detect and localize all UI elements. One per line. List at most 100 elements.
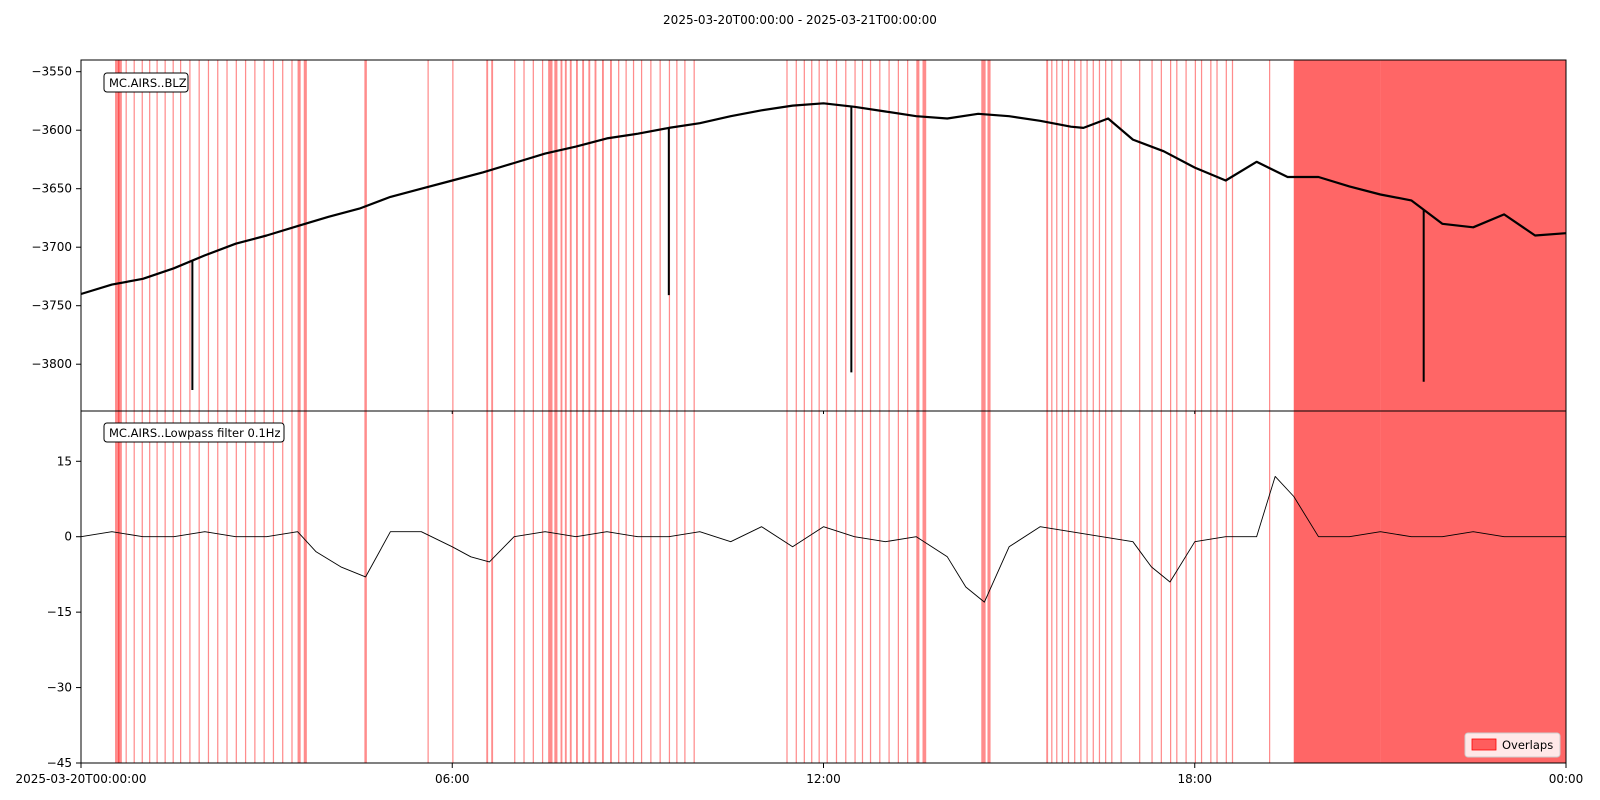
overlap-band [207, 411, 210, 763]
overlap-band [1111, 60, 1113, 411]
overlap-band [1210, 411, 1212, 763]
overlap-band [1120, 60, 1122, 411]
overlap-band [861, 60, 864, 411]
overlap-band [217, 60, 219, 411]
overlap-band [1120, 411, 1122, 763]
overlap-band [1074, 411, 1076, 763]
overlap-band [795, 60, 797, 411]
overlap-band [1200, 60, 1203, 411]
overlap-band [826, 411, 828, 763]
x-axis: 2025-03-20T00:00:00 06:00 12:00 18:00 00:00 [16, 411, 1584, 786]
overlap-band [610, 60, 612, 411]
overlap-band [141, 60, 143, 411]
overlap-band [1151, 60, 1153, 411]
overlap-band [907, 411, 909, 763]
overlap-band [226, 411, 228, 763]
y-axis-bottom: 15 0 −15 −30 −45 [47, 454, 81, 770]
overlap-band [684, 60, 686, 411]
overlap-band [180, 411, 182, 763]
overlap-band [514, 60, 516, 411]
overlap-band [1067, 411, 1070, 763]
overlap-band [1200, 411, 1203, 763]
overlap-band [640, 411, 643, 763]
x-tick-label: 00:00 [1549, 772, 1584, 786]
overlap-band [149, 411, 151, 763]
overlap-band [987, 60, 991, 411]
overlap-band [818, 411, 820, 763]
overlap-band [297, 411, 301, 763]
overlap-band [907, 60, 909, 411]
overlap-band [582, 60, 585, 411]
overlap-band [548, 411, 553, 763]
overlap-band [560, 411, 563, 763]
overlap-band [244, 411, 247, 763]
overlap-band [164, 411, 166, 763]
overlap-band [1051, 411, 1053, 763]
overlap-band [427, 411, 429, 763]
panel-lowpass-trace: 15 0 −15 −30 −45 [47, 411, 1566, 770]
overlap-band [486, 411, 489, 763]
overlap-band [303, 60, 307, 411]
overlap-band [156, 411, 158, 763]
overlap-band [854, 411, 856, 763]
overlap-band [1269, 60, 1271, 411]
overlap-band [1086, 60, 1088, 411]
overlap-band [554, 411, 558, 763]
overlap-band [1170, 411, 1172, 763]
overlap-band [650, 60, 652, 411]
overlap-band [640, 60, 643, 411]
overlap-band [514, 411, 516, 763]
overlap-bands-top [115, 60, 1566, 411]
y-tick-label: −3650 [31, 182, 72, 196]
trace-label-top-box: MC.AIRS..BLZ [103, 72, 189, 93]
overlap-band [1216, 411, 1218, 763]
x-tick-label: 06:00 [435, 772, 470, 786]
overlap-band [1080, 60, 1082, 411]
overlap-band [180, 60, 182, 411]
overlap-band [1151, 411, 1153, 763]
overlap-band [1231, 60, 1234, 411]
trace-line [80, 102, 1567, 296]
overlap-band [1092, 411, 1094, 763]
overlap-band [532, 411, 534, 763]
y-tick-label: −3750 [31, 299, 72, 313]
overlap-band [845, 60, 847, 411]
overlap-band [118, 60, 122, 411]
overlap-band [1056, 60, 1058, 411]
overlap-band [625, 60, 627, 411]
overlap-band [291, 411, 293, 763]
overlap-band [676, 411, 678, 763]
trace-label-bottom-frame [103, 422, 285, 443]
overlap-band [125, 411, 127, 763]
overlap-band [576, 411, 578, 763]
trace-label-bottom: MC.AIRS..Lowpass filter 0.1Hz [109, 426, 280, 440]
overlap-band [1046, 60, 1049, 411]
overlap-band [1210, 60, 1212, 411]
overlap-band [1176, 60, 1178, 411]
overlap-band [235, 60, 237, 411]
overlap-band [1176, 411, 1178, 763]
overlap-band [1098, 60, 1101, 411]
overlap-band [198, 60, 200, 411]
overlap-band [523, 411, 525, 763]
y-tick-label: −3800 [31, 357, 72, 371]
lowpass-trace [80, 475, 1566, 603]
overlap-band [916, 411, 920, 763]
overlap-band [659, 60, 661, 411]
overlap-band [601, 60, 604, 411]
y-tick-label: −3700 [31, 240, 72, 254]
overlap-band [1293, 411, 1381, 763]
overlap-band [491, 60, 494, 411]
overlap-band [1092, 60, 1094, 411]
overlap-band [254, 60, 256, 411]
overlap-band [1056, 411, 1058, 763]
overlap-band [554, 60, 558, 411]
figure-title: 2025-03-20T00:00:00 - 2025-03-21T00:00:0… [663, 13, 937, 27]
overlap-band [676, 60, 678, 411]
overlap-band [172, 60, 174, 411]
overlap-band [272, 60, 275, 411]
overlap-band [582, 411, 585, 763]
y-tick-label: −30 [47, 681, 72, 695]
trace-label-top-frame [103, 72, 189, 93]
